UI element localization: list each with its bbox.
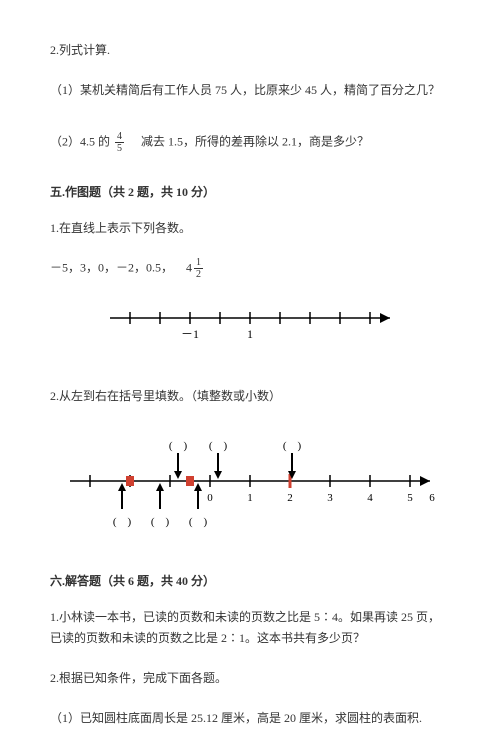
svg-text:( ): ( ) [189, 516, 208, 528]
svg-text:3: 3 [327, 492, 333, 504]
s5-nums-pre: －5，3，0，－2，0.5， [50, 261, 173, 275]
q2-2-pre: （2）4.5 的 [50, 134, 110, 148]
frac-den: 5 [115, 143, 124, 154]
number-line-1-wrap: －1 1 [50, 298, 450, 366]
mixed-whole: 4 [186, 261, 192, 275]
svg-text:2: 2 [287, 492, 293, 504]
q2-2-post: 减去 1.5，所得的差再除以 2.1，商是多少？ [129, 134, 369, 148]
svg-text:5: 5 [407, 492, 413, 504]
s6-q2: 2.根据已知条件，完成下面各题。 [50, 668, 450, 690]
svg-text:0: 0 [207, 492, 213, 504]
svg-text:6: 6 [429, 492, 435, 504]
svg-text:( ): ( ) [283, 440, 302, 452]
svg-text:4: 4 [367, 492, 373, 504]
svg-text:( ): ( ) [113, 516, 132, 528]
s5-q2: 2.从左到右在括号里填数。（填整数或小数） [50, 386, 450, 408]
q2-sub1: （1）某机关精简后有工作人员 75 人，比原来少 45 人，精简了百分之几？ [50, 80, 450, 102]
svg-text:( ): ( ) [169, 440, 188, 452]
number-line-1: －1 1 [90, 298, 410, 358]
mixed-frac: 1 2 [194, 257, 203, 280]
s6-q1: 1.小林读一本书，已读的页数和未读的页数之比是 5∶4。如果再读 25 页，已读… [50, 607, 450, 650]
frac-num: 4 [115, 131, 124, 143]
q2-sub2: （2）4.5 的 4 5 减去 1.5，所得的差再除以 2.1，商是多少？ [50, 131, 450, 154]
number-line-2-wrap: ( ) ( ) ( ) ( ) ( ) ( ) 0 1 2 3 4 5 6 [50, 426, 450, 544]
svg-text:－1: －1 [181, 327, 199, 341]
svg-text:( ): ( ) [209, 440, 228, 452]
q2-title: 2.列式计算. [50, 40, 450, 62]
section-5-heading: 五.作图题（共 2 题，共 10 分） [50, 182, 450, 204]
mixed-den: 2 [194, 269, 203, 280]
svg-text:1: 1 [247, 327, 253, 341]
number-line-2: ( ) ( ) ( ) ( ) ( ) ( ) 0 1 2 3 4 5 6 [60, 426, 440, 536]
s5-number-list: －5，3，0，－2，0.5， 4 1 2 [50, 257, 450, 280]
s6-q2-1: （1）已知圆柱底面周长是 25.12 厘米，高是 20 厘米，求圆柱的表面积. [50, 708, 450, 729]
mixed-num: 1 [194, 257, 203, 269]
s5-q1: 1.在直线上表示下列各数。 [50, 218, 450, 240]
section-6-heading: 六.解答题（共 6 题，共 40 分） [50, 571, 450, 593]
svg-text:1: 1 [247, 492, 253, 504]
svg-text:( ): ( ) [151, 516, 170, 528]
mixed-4-1-2: 4 1 2 [186, 257, 205, 280]
fraction-4-5: 4 5 [115, 131, 124, 154]
